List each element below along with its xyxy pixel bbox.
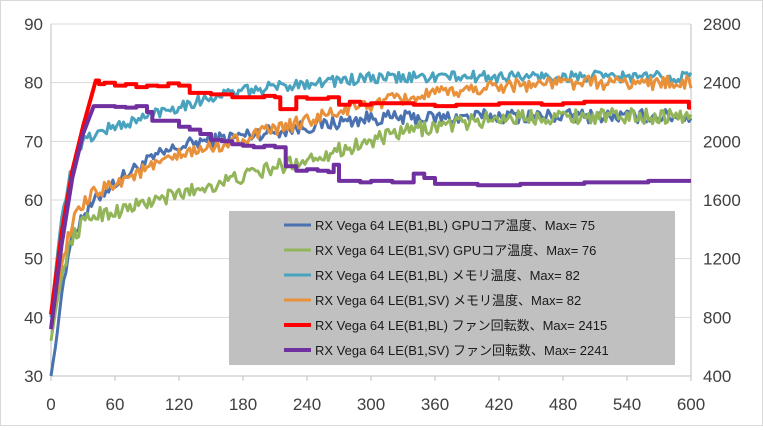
x-tick-label: 540	[613, 395, 641, 414]
y-left-tick-label: 60	[24, 191, 43, 210]
series-line	[49, 78, 691, 315]
legend-label: RX Vega 64 LE(B1,SV) ファン回転数、Max= 2241	[315, 343, 609, 358]
y-right-tick-label: 2800	[703, 15, 741, 34]
legend-label: RX Vega 64 LE(B1,SV) GPUコア温度、Max= 76	[315, 243, 596, 258]
y-right-tick-label: 400	[703, 367, 731, 386]
legend-label: RX Vega 64 LE(B1,BL) ファン回転数、Max= 2415	[315, 318, 607, 333]
series-lines	[49, 69, 693, 377]
series-line	[49, 69, 693, 318]
y-left-tick-label: 50	[24, 250, 43, 269]
y-left-tick-label: 80	[24, 74, 43, 93]
legend-label: RX Vega 64 LE(B1,BL) メモリ温度、Max= 82	[315, 268, 580, 283]
y-left-tick-label: 40	[24, 308, 43, 327]
y-right-tick-label: 1600	[703, 191, 741, 210]
y-left-tick-label: 70	[24, 132, 43, 151]
x-tick-label: 360	[421, 395, 449, 414]
legend: RX Vega 64 LE(B1,BL) GPUコア温度、Max= 75 RX V…	[229, 211, 675, 365]
y-right-tick-label: 1200	[703, 250, 741, 269]
y-left-tick-label: 30	[24, 367, 43, 386]
legend-label: RX Vega 64 LE(B1,SV) メモリ温度、Max= 82	[315, 293, 581, 308]
y-right-tick-label: 2000	[703, 132, 741, 151]
x-tick-label: 60	[106, 395, 125, 414]
y-right-tick-label: 800	[703, 308, 731, 327]
legend-label: RX Vega 64 LE(B1,BL) GPUコア温度、Max= 75	[315, 218, 595, 233]
legend-box	[229, 211, 675, 365]
tick-labels: 3040506070809040080012001600200024002800…	[24, 15, 741, 414]
series-line	[49, 74, 693, 330]
x-tick-label: 0	[46, 395, 55, 414]
x-tick-label: 240	[293, 395, 321, 414]
x-tick-label: 420	[485, 395, 513, 414]
y-right-tick-label: 2400	[703, 74, 741, 93]
x-tick-label: 180	[229, 395, 257, 414]
x-tick-label: 600	[677, 395, 705, 414]
x-tick-label: 480	[549, 395, 577, 414]
x-tick-label: 300	[357, 395, 385, 414]
series-line	[49, 104, 691, 330]
series-line	[49, 107, 693, 342]
x-tick-label: 120	[165, 395, 193, 414]
y-left-tick-label: 90	[24, 15, 43, 34]
